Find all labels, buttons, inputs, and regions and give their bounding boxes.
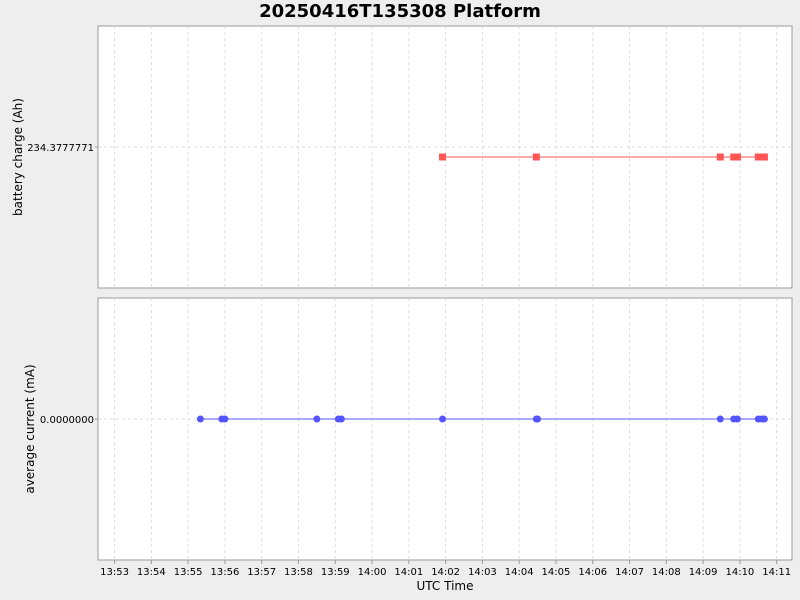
x-tick-label: 14:01 — [394, 567, 423, 578]
x-tick-label: 14:00 — [358, 567, 387, 578]
x-tick-label: 14:10 — [725, 567, 754, 578]
average-current-data-point — [439, 415, 447, 423]
battery-charge-y-tick-label: 234.3777771 — [27, 143, 94, 154]
x-tick-label: 13:58 — [284, 567, 313, 578]
battery-charge-data-point — [716, 153, 724, 161]
average-current-series — [196, 415, 768, 423]
battery-charge-y-axis-label: battery charge (Ah) — [11, 98, 25, 216]
average-current-data-point — [733, 415, 741, 423]
x-tick-label: 14:03 — [468, 567, 497, 578]
average-current-y-axis-label: average current (mA) — [23, 364, 37, 493]
battery-charge-grid — [98, 26, 792, 288]
average-current-data-point — [313, 415, 321, 423]
x-tick-label: 13:53 — [100, 567, 129, 578]
average-current-plot-area — [97, 297, 793, 561]
x-tick-label: 14:07 — [615, 567, 644, 578]
average-current-data-point — [716, 415, 724, 423]
average-current-panel: 0.0000000 average current (mA) — [23, 297, 793, 561]
x-tick-label: 14:02 — [431, 567, 460, 578]
battery-charge-data-point — [439, 153, 447, 161]
average-current-data-point — [196, 415, 204, 423]
battery-charge-data-point — [754, 153, 762, 161]
x-axis: 13:53 13:54 13:55 13:56 13:57 13:58 13:59 14:00… — [98, 559, 792, 578]
battery-charge-data-point — [760, 153, 768, 161]
battery-charge-panel: 234.3777771 battery charge (Ah) — [11, 25, 793, 289]
average-current-data-point — [760, 415, 768, 423]
chart-title: 20250416T135308 Platform — [259, 1, 541, 22]
average-current-y-ticks: 0.0000000 — [40, 415, 98, 426]
battery-charge-data-point — [733, 153, 741, 161]
battery-charge-series — [439, 153, 768, 161]
battery-charge-y-ticks: 234.3777771 — [27, 143, 98, 154]
x-tick-label: 13:55 — [174, 567, 203, 578]
x-tick-label: 13:54 — [137, 567, 166, 578]
x-tick-label: 14:05 — [542, 567, 571, 578]
x-tick-label: 13:56 — [210, 567, 239, 578]
x-tick-label: 14:04 — [505, 567, 534, 578]
average-current-data-point — [337, 415, 345, 423]
x-tick-label: 14:08 — [652, 567, 681, 578]
battery-charge-data-point — [730, 153, 738, 161]
battery-charge-data-point — [532, 153, 540, 161]
x-tick-label: 13:59 — [321, 567, 350, 578]
x-tick-label: 14:09 — [689, 567, 718, 578]
x-tick-label: 14:06 — [578, 567, 607, 578]
average-current-data-point — [221, 415, 229, 423]
average-current-data-point — [534, 415, 542, 423]
x-axis-ticks: 13:53 13:54 13:55 13:56 13:57 13:58 13:59 14:00… — [100, 560, 791, 578]
x-axis-label: UTC Time — [417, 579, 474, 593]
x-tick-label: 14:11 — [762, 567, 791, 578]
x-tick-label: 13:57 — [247, 567, 276, 578]
average-current-y-tick-label: 0.0000000 — [40, 415, 94, 426]
